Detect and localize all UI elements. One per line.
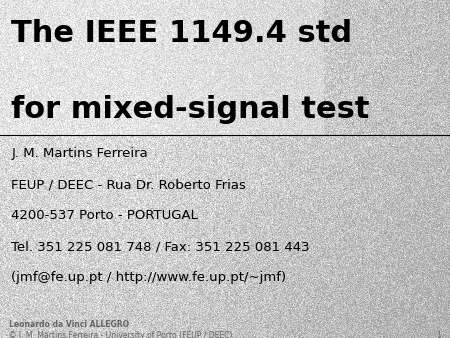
Text: © J. M. Martins Ferreira - University of Porto (FEUP / DEEC): © J. M. Martins Ferreira - University of… [9, 331, 232, 338]
Bar [0, 0, 324, 135]
Text: FEUP / DEEC - Rua Dr. Roberto Frias: FEUP / DEEC - Rua Dr. Roberto Frias [11, 178, 246, 191]
Text: Leonardo da Vinci ALLEGRO: Leonardo da Vinci ALLEGRO [9, 320, 129, 330]
Text: The IEEE 1149.4 std: The IEEE 1149.4 std [11, 19, 352, 48]
Text: Tel. 351 225 081 748 / Fax: 351 225 081 443: Tel. 351 225 081 748 / Fax: 351 225 081 … [11, 240, 310, 253]
Text: for mixed-signal test: for mixed-signal test [11, 95, 370, 124]
Text: 4200-537 Porto - PORTUGAL: 4200-537 Porto - PORTUGAL [11, 209, 198, 222]
Text: 1: 1 [436, 331, 441, 338]
Text: (jmf@fe.up.pt / http://www.fe.up.pt/~jmf): (jmf@fe.up.pt / http://www.fe.up.pt/~jmf… [11, 271, 286, 284]
Text: J. M. Martins Ferreira: J. M. Martins Ferreira [11, 147, 148, 160]
